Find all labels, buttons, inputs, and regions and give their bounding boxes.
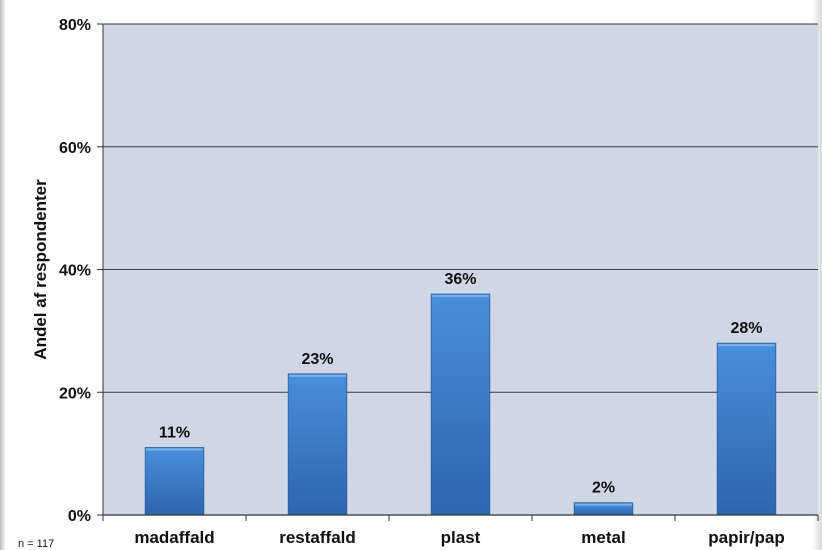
y-axis-ticks: 0% 20% 40% 60% 80% — [59, 17, 818, 525]
bar-highlight — [575, 503, 632, 506]
x-axis-categories: madaffald restaffald plast metal papir/pap — [102, 515, 819, 547]
data-label: 28% — [730, 320, 762, 337]
bar-restaffald — [287, 373, 348, 516]
y-tick-label: 60% — [59, 140, 91, 157]
bar-madaffald — [144, 447, 205, 516]
x-category-label: metal — [581, 528, 625, 547]
y-axis-title: Andel af respondenter — [31, 179, 50, 360]
x-category-label: plast — [441, 528, 481, 547]
bar-papir-pap — [716, 342, 777, 516]
data-label: 36% — [444, 271, 476, 288]
x-category-label: papir/pap — [708, 528, 785, 547]
data-label: 2% — [592, 480, 615, 497]
bar-highlight — [146, 448, 203, 451]
bar-plast — [430, 293, 491, 516]
bars — [144, 293, 777, 516]
data-label: 23% — [301, 351, 333, 368]
y-tick-label: 20% — [59, 385, 91, 402]
y-tick-label: 40% — [59, 263, 91, 280]
x-category-label: madaffald — [134, 528, 214, 547]
y-tick-label: 0% — [68, 508, 91, 525]
x-category-label: restaffald — [279, 528, 356, 547]
bar-highlight — [432, 295, 489, 298]
left-edge-shadow — [0, 0, 6, 550]
data-label: 11% — [159, 424, 190, 441]
data-labels: 11% 23% 36% 2% 28% — [159, 271, 763, 497]
y-tick-label: 80% — [59, 17, 91, 34]
sample-size-note: n = 117 — [18, 538, 54, 550]
bar-highlight — [718, 344, 775, 347]
bar-highlight — [289, 374, 346, 377]
